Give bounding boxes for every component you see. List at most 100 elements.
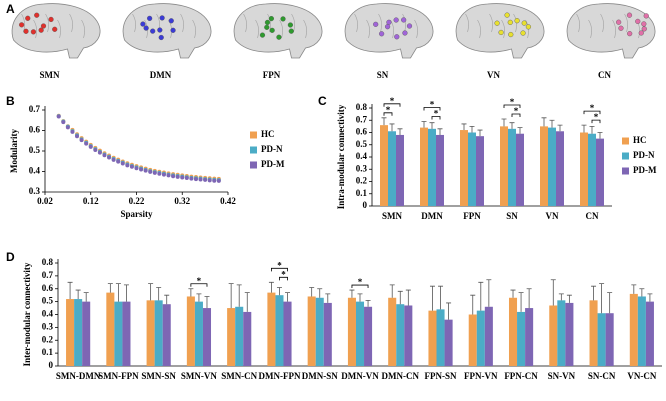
brain [455, 3, 545, 59]
bar [476, 310, 485, 366]
significance-bracket [431, 116, 441, 120]
brain-fold [180, 13, 184, 33]
significance-label: * [390, 96, 395, 106]
brain-fold [45, 13, 49, 33]
significance-label: * [590, 103, 595, 113]
error-bar [477, 129, 483, 137]
network-label: SMN [40, 70, 61, 80]
x-tick-label: SN-CN [588, 371, 616, 381]
data-point [198, 177, 203, 182]
brain-fold [414, 19, 418, 39]
network-node [19, 22, 25, 28]
brain-fold [465, 13, 469, 33]
bar [243, 311, 252, 366]
error-bar [244, 292, 250, 312]
brain-fold [489, 13, 493, 33]
bar [154, 300, 163, 366]
x-tick-label: DMN-SN [302, 371, 338, 381]
legend-label: PD-M [633, 165, 657, 175]
error-bar [83, 292, 89, 302]
network-node [143, 25, 149, 31]
error-bar [597, 132, 603, 139]
bar [420, 127, 428, 206]
brain-fold [477, 19, 481, 39]
data-point [175, 174, 180, 179]
y-axis-label: Modularity [9, 129, 19, 173]
error-bar [156, 287, 162, 301]
error-bar [349, 289, 355, 298]
panel-label: B [6, 94, 15, 108]
bar [468, 314, 477, 366]
network-node [504, 12, 510, 18]
significance-label: * [358, 277, 363, 287]
bar [436, 309, 445, 366]
brain-fold [81, 19, 85, 39]
error-bar [115, 283, 121, 302]
x-tick-label: DMN-CN [382, 371, 420, 381]
significance-label: * [386, 105, 391, 115]
brain-fold [243, 13, 247, 33]
x-tick-label: SMN-CN [221, 371, 257, 381]
network-node [638, 30, 644, 36]
error-bar [389, 123, 395, 132]
bar [355, 301, 365, 366]
network-node [269, 27, 275, 33]
network-node [394, 34, 400, 40]
network-node [158, 34, 164, 41]
bar [460, 130, 468, 206]
bar [556, 131, 564, 206]
bar [404, 305, 413, 366]
brain [233, 3, 323, 59]
bar [517, 311, 526, 366]
bar [227, 308, 236, 366]
brain-fold [279, 19, 283, 39]
brain-fold [402, 13, 406, 33]
error-bar [486, 279, 492, 307]
significance-label: * [281, 269, 286, 279]
x-tick-label: DMN [421, 211, 443, 221]
network-node [386, 19, 392, 25]
error-bar [357, 293, 363, 302]
error-bar [631, 284, 637, 294]
bar [548, 127, 556, 206]
bar [283, 301, 292, 366]
bar [347, 297, 356, 366]
error-bar [397, 128, 403, 135]
brain-fold [576, 13, 580, 33]
data-point [161, 172, 166, 177]
y-tick-label: 0.4 [29, 166, 41, 176]
error-bar [438, 285, 444, 310]
data-point [97, 150, 102, 155]
data-point [129, 164, 134, 169]
brain-fold [69, 13, 73, 33]
bar [500, 126, 508, 206]
legend-label: HC [633, 135, 647, 145]
bar [267, 292, 276, 366]
brain [344, 3, 434, 59]
network-node [30, 29, 37, 35]
x-tick-label: 0.42 [220, 196, 236, 206]
bar [275, 295, 284, 366]
significance-bracket [190, 283, 208, 287]
network-node [401, 17, 407, 23]
brain [566, 3, 656, 59]
error-bar [550, 279, 556, 306]
brain-fold [303, 19, 307, 39]
data-point [75, 134, 80, 139]
significance-bracket [351, 284, 369, 289]
error-bar [276, 287, 282, 296]
bar [444, 319, 453, 366]
brain-fold [354, 13, 358, 33]
data-point [107, 155, 112, 160]
x-tick-label: FPN-SN [425, 371, 457, 381]
network-node [40, 23, 47, 29]
bar [428, 128, 436, 206]
y-tick-label: 0.2 [42, 334, 54, 344]
error-bar [478, 281, 484, 311]
error-bar [107, 283, 113, 293]
error-bar [517, 127, 523, 134]
network-label: SN [377, 70, 389, 80]
y-tick-label: 0.7 [29, 104, 41, 114]
network-node [23, 28, 29, 34]
bar [380, 125, 388, 206]
